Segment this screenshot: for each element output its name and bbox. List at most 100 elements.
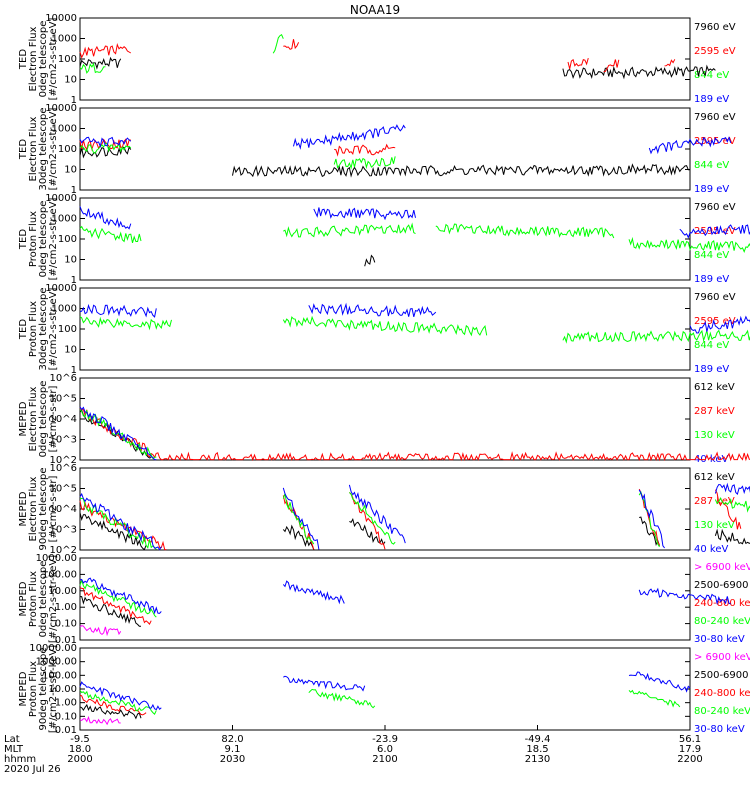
series-blue-segment bbox=[714, 482, 750, 496]
y-axis-label: Electron Flux bbox=[28, 386, 39, 451]
y-tick-label: 100 bbox=[58, 144, 77, 155]
y-axis-label: Electron Flux bbox=[28, 26, 39, 91]
legend-entry: 7960 eV bbox=[694, 202, 736, 213]
y-axis-label: TED bbox=[18, 319, 29, 340]
y-tick-label: 10^5 bbox=[50, 484, 77, 495]
x-tick-label: -9.5 bbox=[70, 734, 90, 745]
legend-entry: > 6900 keV bbox=[694, 652, 750, 663]
y-axis-label: MEPED bbox=[18, 401, 29, 436]
y-axis-label: [#/cm2-s-str-eV] bbox=[48, 18, 59, 101]
legend-entry: 189 eV bbox=[694, 184, 729, 195]
series-blue-segment bbox=[348, 484, 406, 544]
legend-entry: 189 eV bbox=[694, 364, 729, 375]
y-axis-label: 0deg telescope bbox=[38, 201, 49, 278]
y-tick-label: 0.01 bbox=[55, 725, 77, 736]
series-black-segment bbox=[79, 703, 142, 720]
y-axis-label: [#/cm2-s-str-keV] bbox=[48, 645, 59, 733]
series-green-segment bbox=[628, 236, 750, 254]
x-row-label: MLT bbox=[4, 744, 24, 755]
legend-entry: 240-800 keV bbox=[694, 598, 750, 609]
panel-meped-proton-0deg: 0.01 0.10 1.00 10.00 100.00 1000.00 MEPED Proto… bbox=[18, 553, 750, 646]
series-green-segment bbox=[714, 496, 750, 513]
x-tick-label: 2030 bbox=[220, 754, 245, 765]
y-axis-label: TED bbox=[18, 139, 29, 160]
chart-title: NOAA19 bbox=[350, 3, 400, 17]
legend-entry: 30-80 keV bbox=[694, 634, 745, 645]
legend-entry: 7960 eV bbox=[694, 292, 736, 303]
series-green-segment bbox=[272, 33, 284, 54]
legend-entry: 2595 eV bbox=[694, 226, 736, 237]
series-green-segment bbox=[79, 690, 157, 716]
series-blue-segment bbox=[638, 587, 731, 606]
panel-meped-electron-90deg: 10^2 10^3 10^4 10^5 10^6 MEPED Electron Flux 90… bbox=[18, 463, 750, 556]
y-axis-label: Electron Flux bbox=[28, 116, 39, 181]
y-tick-label: 10000 bbox=[45, 103, 77, 114]
y-tick-label: 10000.00 bbox=[29, 643, 77, 654]
y-tick-label: 1000.00 bbox=[36, 657, 77, 668]
y-tick-label: 1 bbox=[71, 185, 77, 196]
series-blue-segment bbox=[628, 671, 691, 693]
y-axis-label: Proton Flux bbox=[28, 211, 39, 267]
y-axis-label: [#/cm2-s-str] bbox=[48, 385, 59, 452]
series-green-segment bbox=[79, 578, 157, 618]
series-blue-segment bbox=[689, 315, 750, 334]
x-tick-label: 18.5 bbox=[526, 744, 548, 755]
x-tick-label: 17.9 bbox=[679, 744, 701, 755]
legend-entry: 2595 eV bbox=[694, 316, 736, 327]
series-black-segment bbox=[349, 517, 386, 546]
series-red-segment bbox=[79, 42, 132, 59]
series-blue-segment bbox=[648, 136, 732, 155]
y-tick-label: 0.10 bbox=[55, 619, 77, 630]
y-tick-label: 10^2 bbox=[50, 455, 77, 466]
series-blue-segment bbox=[282, 487, 320, 550]
series-green-segment bbox=[79, 142, 132, 154]
panel-ted-electron-30deg: 1 10 100 1000 10000 TED Electron Flux 30deg tel… bbox=[18, 103, 736, 196]
time-axis-footer: Lat -9.5 82.0 -23.9 -49.4 56.1 MLT 18.0 9.1 6.0 18… bbox=[4, 725, 703, 775]
series-red-segment bbox=[603, 59, 620, 73]
y-tick-label: 10 bbox=[64, 255, 77, 266]
legend-entry: 844 eV bbox=[694, 70, 729, 81]
y-tick-label: 10^2 bbox=[50, 545, 77, 556]
series-green-segment bbox=[435, 223, 615, 239]
legend-entry: 80-240 keV bbox=[694, 616, 750, 627]
y-tick-label: 10^6 bbox=[50, 373, 77, 384]
legend-entry: 40 keV bbox=[694, 454, 728, 465]
panel-meped-electron-0deg: 10^2 10^3 10^4 10^5 10^6 MEPED Electron Flux 0d… bbox=[18, 373, 750, 466]
series-blue-segment bbox=[308, 302, 437, 318]
series-magenta-segment bbox=[79, 625, 122, 637]
series-green-segment bbox=[562, 329, 750, 344]
x-tick-label: 18.0 bbox=[69, 744, 91, 755]
y-tick-label: 1 bbox=[71, 275, 77, 286]
series-magenta-segment bbox=[79, 715, 121, 726]
series-black-segment bbox=[79, 512, 147, 551]
series-green-segment bbox=[282, 315, 488, 337]
legend-entry: 189 eV bbox=[694, 94, 729, 105]
panel-meped-proton-90deg: 0.01 0.10 1.00 10.00 100.00 1000.00 10000.00 ME… bbox=[18, 643, 750, 736]
y-tick-label: 10000 bbox=[45, 193, 77, 204]
series-green-segment bbox=[79, 316, 172, 331]
series-red-segment bbox=[334, 143, 396, 157]
y-tick-label: 10000 bbox=[45, 283, 77, 294]
series-green-segment bbox=[349, 492, 396, 545]
y-axis-label: [#/cm2-s-str] bbox=[48, 475, 59, 542]
y-axis-label: MEPED bbox=[18, 491, 29, 526]
series-blue-segment bbox=[79, 406, 157, 461]
legend-entry: 189 eV bbox=[694, 274, 729, 285]
y-tick-label: 10 bbox=[64, 165, 77, 176]
panel-frame bbox=[79, 197, 691, 281]
y-tick-label: 1000 bbox=[52, 34, 77, 45]
y-axis-label: [#/cm2-s-str-eV] bbox=[48, 108, 59, 191]
y-axis-label: 0deg telescope bbox=[38, 561, 49, 638]
y-tick-label: 10.00 bbox=[48, 684, 77, 695]
y-tick-label: 10^3 bbox=[50, 435, 77, 446]
series-red-segment bbox=[567, 57, 589, 70]
y-tick-label: 1000.00 bbox=[36, 553, 77, 564]
y-tick-label: 10.00 bbox=[48, 586, 77, 597]
legend-entry: 7960 eV bbox=[694, 22, 736, 33]
series-black-segment bbox=[364, 254, 376, 267]
y-axis-label: Proton Flux bbox=[28, 571, 39, 627]
y-tick-label: 1 bbox=[71, 95, 77, 106]
legend-entry: 2595 eV bbox=[694, 46, 736, 57]
legend-entry: 80-240 keV bbox=[694, 706, 750, 717]
